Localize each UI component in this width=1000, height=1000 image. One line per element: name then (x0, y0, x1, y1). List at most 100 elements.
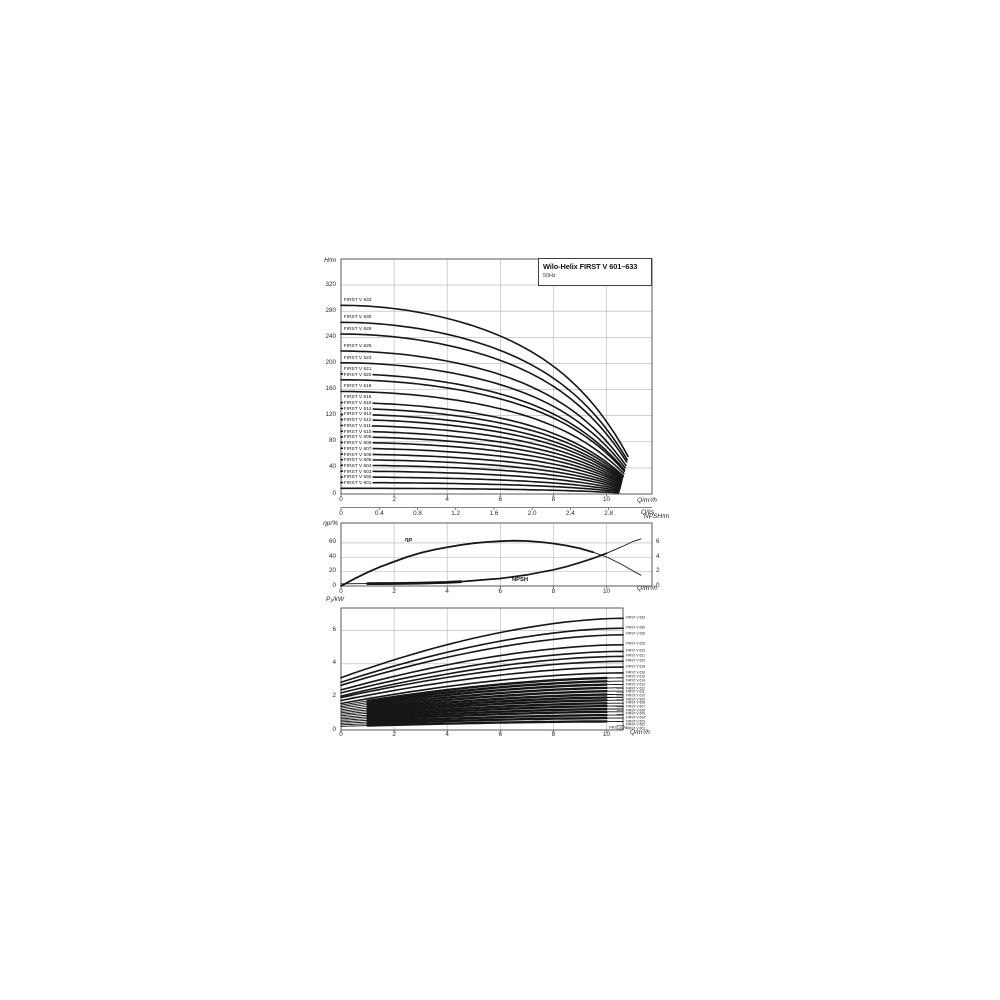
power-curve (366, 690, 608, 710)
head-curve (340, 373, 626, 471)
x-tick-flow: 8 (551, 496, 556, 503)
power-curve (340, 702, 369, 708)
head-curve (340, 407, 624, 478)
power-curve (340, 711, 369, 715)
power-curve (340, 660, 624, 699)
head-curve (340, 321, 628, 461)
y-tick-power: 0 (332, 725, 336, 733)
x-tick-flow-bottom: 2 (392, 730, 396, 738)
y-tick-power: 6 (332, 626, 336, 634)
y-tick-head: 200 (325, 358, 336, 366)
head-curve (340, 464, 621, 490)
head-curve-label: FIRST V 625 (343, 343, 373, 349)
y-tick-npsh: 4 (656, 552, 660, 560)
head-curve-label: FIRST V 633 (343, 297, 373, 303)
y-tick-power: 4 (332, 659, 336, 667)
frequency-label: 50Hz (543, 273, 556, 279)
power-curve-label: FIRST V 628 (626, 632, 646, 637)
power-curve-label: FIRST V 625 (626, 642, 646, 647)
head-curve (340, 401, 624, 477)
head-curve-label: FIRST V 630 (343, 314, 373, 320)
efficiency-curve (340, 539, 595, 587)
flow-axis-label-top: Q/m³/h (637, 497, 657, 504)
npsh-curve-annotation: NPSH (512, 577, 529, 583)
y-tick-head: 0 (332, 489, 336, 497)
head-curve (340, 424, 623, 482)
head-curve-label: FIRST V 621 (343, 366, 373, 372)
x-tick-flow-mid: 6 (498, 587, 503, 595)
power-axis-label: P₂/kW (325, 596, 344, 603)
power-curve (366, 707, 608, 720)
power-curve (340, 617, 624, 679)
head-curve-label: FIRST V 615 (343, 400, 373, 406)
power-curve-label: FIRST V 614 (626, 679, 646, 683)
head-curve (340, 453, 622, 487)
power-curve-label: FIRST V 608 (626, 701, 646, 705)
head-curve-label: FIRST V 610 (343, 429, 373, 435)
y-tick-head: 80 (328, 437, 336, 445)
power-curve (366, 676, 608, 703)
power-curve (366, 716, 608, 725)
x-tick-flow-mid: 0 (339, 587, 343, 595)
power-curve-label: FIRST V 623 (626, 649, 646, 653)
power-curve (340, 719, 369, 723)
x-tick-flow-bottom: 0 (339, 730, 343, 738)
power-curve-label: FIRST V 604 (626, 716, 646, 720)
head-curve-label: FIRST V 618 (343, 383, 373, 389)
power-curve (366, 702, 608, 717)
head-curve (340, 379, 626, 472)
power-curve (340, 723, 369, 726)
y-tick-head: 320 (325, 280, 336, 288)
head-curve-label: FIRST V 604 (343, 463, 373, 469)
power-curve (340, 709, 369, 714)
power-curve-label: FIRST V 616 (626, 670, 646, 675)
head-curve (340, 413, 624, 479)
page-title: Wilo-Helix FIRST V 601–633 (543, 262, 638, 271)
head-curve (340, 390, 625, 475)
x-tick-flow2: 0.8 (413, 510, 422, 517)
x-tick-flow-bottom: 10 (602, 730, 610, 738)
power-curve-label: FIRST V 602 (626, 723, 646, 727)
head-curve (340, 430, 623, 483)
power-curve (340, 644, 624, 691)
power-curve-label: FIRST V 605 (626, 712, 646, 716)
head-curve (340, 333, 628, 463)
power-curve-label: FIRST V 601 (626, 727, 646, 731)
efficiency-curve-annotation: ηp (405, 537, 413, 543)
power-curve (340, 634, 624, 687)
head-curve (340, 487, 620, 494)
head-curve-label: FIRST V 608 (343, 440, 373, 446)
y-tick-npsh: 6 (656, 538, 660, 546)
power-inline-model-label: FIRST V 601 (609, 726, 629, 730)
head-curve-label: FIRST V 613 (343, 411, 373, 417)
power-curve (366, 686, 608, 708)
power-curve (366, 720, 608, 727)
plot-frame (340, 522, 653, 587)
power-curve (340, 655, 624, 697)
head-curve-label: FIRST V 623 (343, 355, 373, 360)
head-curve (340, 441, 622, 485)
power-curve (340, 700, 369, 706)
head-curve (340, 476, 620, 492)
power-curve-label: FIRST V 611 (626, 690, 645, 694)
head-curve (340, 481, 620, 493)
y-tick-head: 160 (325, 385, 336, 393)
power-curve (340, 672, 624, 705)
power-curve (340, 704, 369, 709)
power-curve (340, 718, 369, 721)
efficiency-axis-label: ηp/% (323, 520, 338, 527)
npsh-curve (459, 552, 608, 583)
npsh-curve (366, 580, 462, 585)
head-curve-label: FIRST V 609 (343, 434, 373, 440)
head-curve (340, 362, 626, 469)
head-curve-label: FIRST V 603 (343, 469, 373, 475)
head-curve (340, 350, 627, 467)
power-curve (340, 725, 369, 727)
power-curve (340, 707, 369, 712)
y-tick-npsh: 0 (656, 581, 660, 589)
head-curve-label: FIRST V 611 (343, 423, 372, 429)
y-tick-head: 120 (325, 411, 336, 419)
power-curve (366, 714, 608, 724)
head-curve-label: FIRST V 607 (343, 446, 373, 452)
